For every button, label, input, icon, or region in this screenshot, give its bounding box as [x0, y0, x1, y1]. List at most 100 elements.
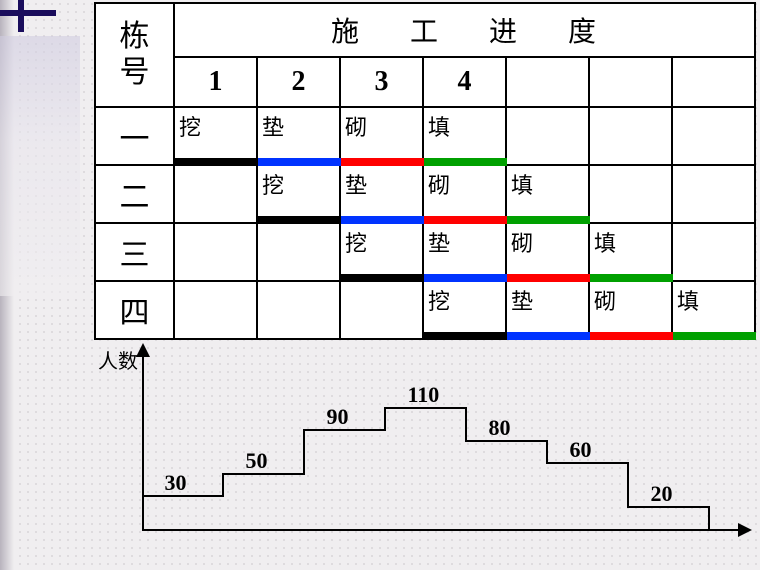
step-value: 50: [246, 448, 268, 474]
task-bar: [590, 332, 673, 340]
left-band: [0, 36, 80, 296]
cell: [673, 224, 754, 280]
task-label: 垫: [345, 168, 367, 200]
row-label: 三: [96, 224, 175, 280]
cell: 填: [507, 166, 590, 222]
column-number: [673, 58, 754, 106]
header-right: 施 工 进 度 1234: [175, 4, 754, 106]
step-chart: 人数 30 50 90 110 80 60 20: [94, 345, 752, 555]
step-value: 90: [327, 404, 349, 430]
task-label: 挖: [262, 168, 284, 200]
table-title: 施 工 进 度: [175, 4, 754, 58]
cell: 砌: [507, 224, 590, 280]
cell: 砌: [424, 166, 507, 222]
step-value: 60: [570, 437, 592, 463]
task-label: 砌: [345, 110, 367, 142]
cell: 挖: [424, 282, 507, 338]
row-header-top: 栋: [120, 19, 150, 55]
task-bar: [424, 332, 507, 340]
row-label: 四: [96, 282, 175, 338]
cell: 挖: [175, 108, 258, 164]
cell: [673, 108, 754, 164]
step-value: 110: [408, 382, 440, 408]
column-number: 3: [341, 58, 424, 106]
task-bar: [175, 158, 258, 166]
table-row: 二挖垫砌填: [96, 166, 754, 224]
task-bar: [341, 216, 424, 224]
cell: 砌: [341, 108, 424, 164]
y-axis-label: 人数: [98, 345, 138, 374]
column-number: 1: [175, 58, 258, 106]
cell: [175, 166, 258, 222]
cell: [673, 166, 754, 222]
task-label: 填: [677, 284, 699, 316]
row-label: 一: [96, 108, 175, 164]
deco-bar-v: [18, 0, 24, 32]
task-bar: [341, 274, 424, 282]
task-label: 砌: [511, 226, 533, 258]
step-value: 20: [651, 481, 673, 507]
column-number: 4: [424, 58, 507, 106]
task-label: 填: [594, 226, 616, 258]
cell: 垫: [507, 282, 590, 338]
task-label: 垫: [511, 284, 533, 316]
cell: 填: [424, 108, 507, 164]
row-cells: 挖垫砌填: [175, 166, 754, 222]
cell: [341, 282, 424, 338]
table-header: 栋 号 施 工 进 度 1234: [96, 4, 754, 108]
cell: 挖: [341, 224, 424, 280]
task-label: 挖: [345, 226, 367, 258]
cell: [507, 108, 590, 164]
cell: [175, 282, 258, 338]
step-value: 30: [165, 470, 187, 496]
task-label: 垫: [428, 226, 450, 258]
row-cells: 挖垫砌填: [175, 282, 754, 338]
cell: 填: [673, 282, 754, 338]
cell: 砌: [590, 282, 673, 338]
cell: [590, 166, 673, 222]
cell: 垫: [424, 224, 507, 280]
task-bar: [673, 332, 756, 340]
row-header-label: 栋 号: [96, 4, 175, 106]
task-bar: [258, 158, 341, 166]
row-cells: 挖垫砌填: [175, 224, 754, 280]
task-label: 填: [511, 168, 533, 200]
task-label: 挖: [428, 284, 450, 316]
cell: 垫: [341, 166, 424, 222]
column-numbers: 1234: [175, 58, 754, 106]
task-label: 挖: [179, 110, 201, 142]
gantt-table: 栋 号 施 工 进 度 1234 一挖垫砌填二挖垫砌填三挖垫砌填四挖垫砌填: [94, 2, 756, 340]
task-label: 砌: [594, 284, 616, 316]
row-label: 二: [96, 166, 175, 222]
column-number: [590, 58, 673, 106]
cell: [175, 224, 258, 280]
column-number: [507, 58, 590, 106]
task-bar: [258, 216, 341, 224]
task-label: 砌: [428, 168, 450, 200]
step-value: 80: [489, 415, 511, 441]
column-number: 2: [258, 58, 341, 106]
task-bar: [507, 216, 590, 224]
table-row: 一挖 垫 砌 填: [96, 108, 754, 166]
cell: [590, 108, 673, 164]
cell: 垫: [258, 108, 341, 164]
table-row: 三挖垫砌填: [96, 224, 754, 282]
cell: 填: [590, 224, 673, 280]
task-bar: [507, 332, 590, 340]
cell: [258, 224, 341, 280]
task-bar: [424, 158, 507, 166]
cell: 挖: [258, 166, 341, 222]
task-bar: [424, 216, 507, 224]
row-cells: 挖垫砌填: [175, 108, 754, 164]
task-bar: [507, 274, 590, 282]
task-label: 垫: [262, 110, 284, 142]
deco-bar-h: [0, 10, 56, 16]
step-line: [142, 345, 742, 545]
cell: [258, 282, 341, 338]
task-bar: [590, 274, 673, 282]
task-bar: [424, 274, 507, 282]
task-bar: [341, 158, 424, 166]
table-body: 一挖垫砌填二挖垫砌填三挖垫砌填四挖垫砌填: [96, 108, 754, 338]
table-row: 四挖垫砌填: [96, 282, 754, 338]
row-header-bottom: 号: [120, 55, 150, 91]
